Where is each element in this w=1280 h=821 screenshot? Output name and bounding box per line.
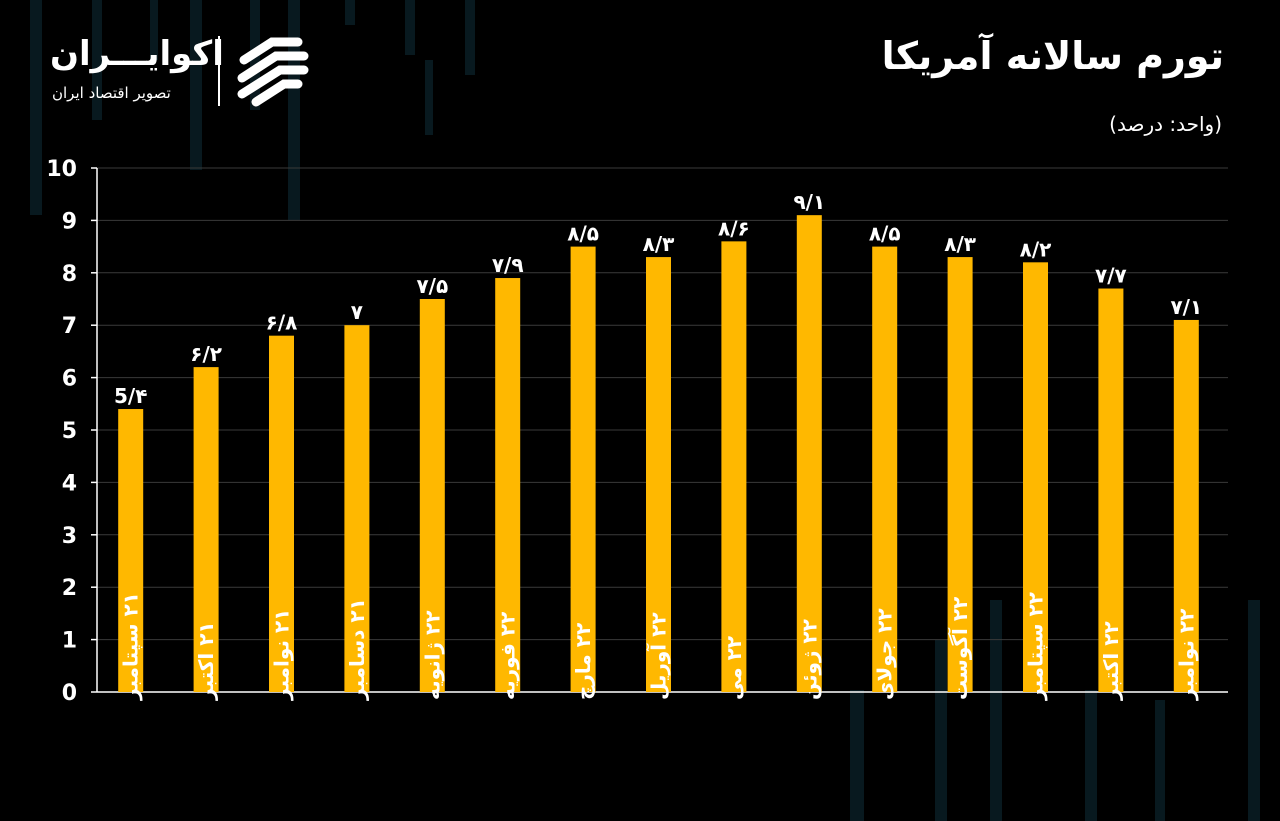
background-candle — [345, 0, 355, 25]
bar — [646, 257, 671, 692]
bar — [1023, 262, 1048, 692]
data-label: ۷/۷ — [1095, 264, 1127, 288]
y-tick-label: 0 — [62, 681, 77, 706]
data-label: ۷/۹ — [492, 253, 524, 277]
x-tick-label: ۲۲ می — [722, 636, 746, 700]
bar — [118, 409, 144, 692]
bar — [796, 215, 822, 692]
ekoiran-logo-icon — [237, 37, 309, 107]
x-tick-label: ۲۱ اکتبر — [194, 621, 218, 701]
x-tick-label: ۲۲ فوریه — [496, 612, 520, 700]
y-tick-label: 8 — [62, 262, 77, 287]
bar — [721, 241, 747, 693]
background-candle — [190, 0, 202, 170]
data-label: ۸/۲ — [1020, 237, 1052, 261]
y-tick-label: 9 — [62, 209, 77, 234]
background-candle — [1248, 600, 1260, 821]
x-tick-label: ۲۲ آگوست — [947, 597, 972, 700]
background-candle — [990, 600, 1002, 821]
logo-divider — [218, 36, 220, 106]
chart-unit-label: (واحد: درصد) — [1109, 112, 1222, 136]
data-label: ۸/۳ — [944, 232, 976, 256]
data-label: ۷/۱ — [1170, 295, 1202, 319]
y-tick-label: 10 — [46, 157, 77, 182]
bar — [344, 325, 370, 692]
x-tick-label: ۲۲ جولای — [873, 608, 897, 700]
background-candle — [850, 690, 864, 821]
background-candle — [465, 0, 475, 75]
background-candle — [405, 0, 415, 55]
bar — [570, 246, 596, 692]
brand-logo: اکوایـــران تصویر اقتصاد ایران — [48, 30, 318, 110]
data-label: ۷ — [351, 300, 363, 324]
x-tick-label: ۲۲ مارچ — [571, 623, 596, 700]
y-tick-label: 2 — [62, 576, 77, 601]
background-candle — [30, 0, 42, 215]
y-tick-label: 3 — [62, 524, 77, 549]
x-tick-label: ۲۱ سپتامبر — [119, 592, 144, 701]
bar — [193, 367, 219, 692]
data-label: ۸/۵ — [567, 222, 599, 246]
brand-name: اکوایـــران — [50, 34, 224, 74]
data-label: ۸/۵ — [869, 222, 901, 246]
x-tick-label: ۲۱ دسامبر — [345, 598, 369, 701]
y-tick-label: 1 — [62, 629, 77, 654]
brand-tagline: تصویر اقتصاد ایران — [52, 84, 171, 102]
x-tick-label: ۲۲ ژوئن — [797, 619, 821, 700]
y-tick-label: 6 — [62, 367, 77, 392]
bar — [1098, 288, 1124, 692]
bar — [419, 299, 445, 692]
y-tick-label: 7 — [62, 314, 77, 339]
data-label: ۸/۶ — [718, 216, 750, 240]
bar — [1173, 319, 1199, 692]
data-label: ۶/۸ — [266, 311, 298, 335]
chart-title: تورم سالانه آمریکا — [881, 34, 1224, 78]
x-tick-label: ۲۱ نوامبر — [270, 609, 294, 701]
y-tick-label: 4 — [62, 471, 77, 496]
bar — [947, 257, 973, 692]
background-candle — [92, 0, 102, 120]
background-candle — [1155, 700, 1165, 821]
data-label: ۷/۵ — [416, 274, 448, 298]
y-tick-label: 5 — [62, 419, 77, 444]
bar — [495, 278, 521, 692]
background-candle — [1085, 690, 1097, 821]
background-candle — [935, 640, 947, 821]
data-label: 5/۴ — [114, 384, 147, 408]
background-candle — [150, 0, 158, 60]
x-tick-label: ۲۲ آوریل — [646, 612, 671, 700]
data-label: ۹/۱ — [793, 190, 825, 214]
data-label: ۸/۳ — [643, 232, 675, 256]
x-tick-label: ۲۲ ژانویه — [420, 611, 444, 700]
bar — [269, 335, 294, 692]
x-tick-label: ۲۲ اکتبر — [1099, 621, 1123, 701]
x-tick-label: ۲۲ سپتامبر — [1024, 592, 1049, 701]
bar — [872, 246, 898, 692]
background-candle — [425, 60, 433, 135]
data-label: ۶/۲ — [190, 342, 222, 366]
x-tick-label: ۲۲ نوامبر — [1174, 609, 1198, 701]
